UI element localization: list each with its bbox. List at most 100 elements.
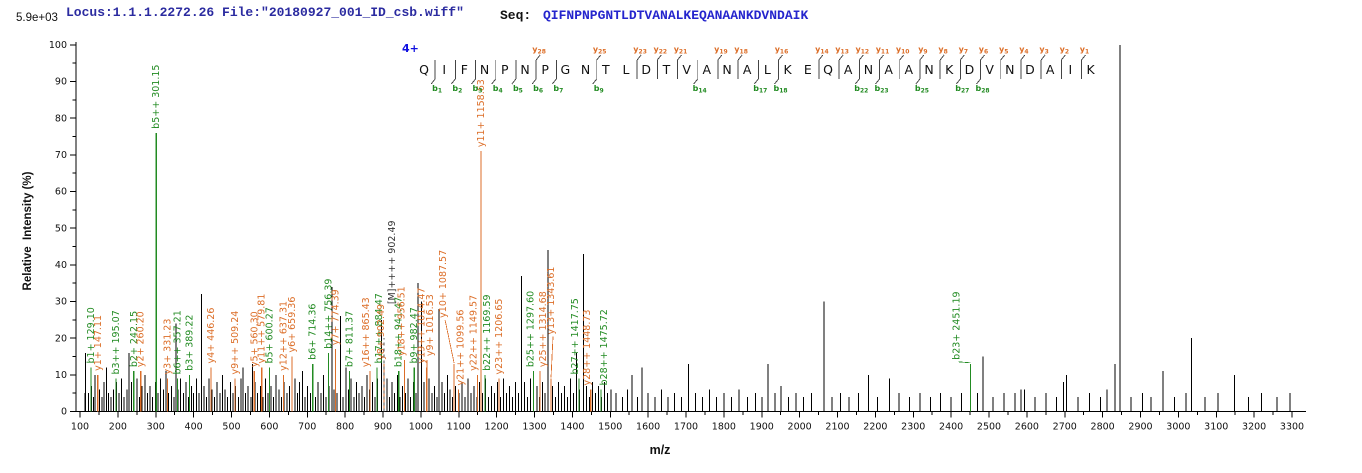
peak-label-y8+: y8+ 902.49 — [376, 304, 387, 360]
b-ion-mark-b14: b14 — [693, 84, 707, 95]
b-ion-mark-b23: b23 — [874, 84, 888, 95]
x-tick-label: 1500 — [598, 422, 622, 433]
y-ion-mark-y16: y16 — [775, 45, 789, 56]
residue-14: V — [682, 62, 691, 77]
peak-label-b1+: b1+ 129.10 — [86, 307, 97, 363]
peak-label-y13+: y13+ 1343.61 — [546, 267, 557, 335]
residue-32: A — [1046, 62, 1055, 77]
residue-25: A — [905, 62, 914, 77]
x-tick-label: 2300 — [901, 422, 925, 433]
x-tick-label: 900 — [374, 422, 392, 433]
residue-18: L — [764, 62, 771, 77]
y-tick-label: 80 — [55, 113, 67, 124]
peak-label-y6+: y6+ 659.36 — [287, 297, 298, 353]
y-ion-mark-y6: y6 — [979, 45, 988, 56]
y-ion-mark-y7: y7 — [959, 45, 968, 56]
b-ion-mark-b7: b7 — [553, 84, 563, 95]
residue-3: F — [461, 62, 468, 77]
peak-label-y21++: y21++ 1099.56 — [456, 310, 467, 386]
peak-label-y11+: y11+ 1158.63 — [476, 79, 487, 147]
x-tick-label: 1800 — [712, 422, 736, 433]
y-ion-mark-y21: y21 — [674, 45, 688, 56]
y-ion-mark-y13: y13 — [835, 45, 849, 56]
x-tick-label: 1900 — [750, 422, 774, 433]
peak-label-b25++: b25++ 1297.60 — [526, 291, 537, 367]
x-tick-label: 3200 — [1242, 422, 1266, 433]
x-tick-label: 2800 — [1091, 422, 1115, 433]
peak-label-b28++: b28++ 1475.72 — [599, 309, 610, 385]
peak-label-y25++: y25++ 1314.68 — [538, 291, 549, 367]
peak-label-b2+: b2+ 242.15 — [129, 311, 140, 367]
peak-label-b7+: b7+ 811.37 — [344, 311, 355, 367]
x-tick-label: 2900 — [1128, 422, 1152, 433]
residue-20: E — [804, 62, 812, 77]
y-ion-mark-y23: y23 — [633, 45, 647, 56]
x-tick-label: 100 — [71, 422, 89, 433]
x-tick-label: 1300 — [522, 422, 546, 433]
residue-5: P — [501, 62, 509, 77]
peak-label-y1+: y1+ 147.11 — [93, 315, 104, 371]
x-tick-label: 1100 — [447, 422, 471, 433]
residue-22: A — [844, 62, 853, 77]
y-ion-mark-y11: y11 — [876, 45, 890, 56]
peak-label-b6++: b6++ 357.21 — [172, 310, 183, 374]
peak-label-b27++: b27++ 1417.75 — [570, 298, 581, 374]
y-tick-label: 20 — [55, 333, 67, 344]
precursor-charge: 4+ — [402, 42, 419, 55]
b-ion-mark-b6: b6 — [533, 84, 543, 95]
b-ion-mark-b28: b28 — [975, 84, 989, 95]
y-tick-label: 0 — [61, 407, 67, 418]
peak-label-b5++: b5++ 301.15 — [151, 65, 162, 129]
y-tick-label: 10 — [55, 370, 67, 381]
peak-label-y12++: y12++ 637.31 — [279, 301, 290, 371]
x-tick-label: 600 — [260, 422, 278, 433]
residue-6: N — [520, 62, 529, 77]
peak-label-y9+: y9+ 1016.53 — [425, 294, 436, 356]
residue-21: Q — [823, 62, 833, 77]
y-ion-mark-y4: y4 — [1019, 45, 1028, 56]
residue-1: Q — [419, 62, 429, 77]
y-tick-label: 30 — [55, 297, 67, 308]
x-tick-label: 500 — [222, 422, 240, 433]
b-ion-mark-b4: b4 — [493, 84, 503, 95]
peak-label-[M]++++: [M]++++ 902.49 — [387, 220, 398, 304]
y-tick-label: 60 — [55, 187, 67, 198]
peak-label-b3++: b3++ 195.07 — [111, 310, 122, 374]
y-ion-mark-y8: y8 — [938, 45, 947, 56]
y-ion-mark-y22: y22 — [654, 45, 668, 56]
residue-15: A — [703, 62, 712, 77]
sequence-value: QIFNPNPGNTLDTVANALKEQANAANKDVNDAIK — [543, 8, 809, 23]
y-ion-mark-y9: y9 — [918, 45, 927, 56]
x-axis-title: m/z — [649, 443, 671, 457]
residue-10: T — [601, 62, 610, 77]
x-tick-label: 800 — [336, 422, 354, 433]
x-tick-label: 2400 — [939, 422, 963, 433]
peak-label-y11++: y11++ 579.81 — [257, 294, 268, 364]
residue-17: A — [743, 62, 752, 77]
residue-30: N — [1005, 62, 1014, 77]
b-ion-mark-b2: b2 — [452, 84, 462, 95]
y-ion-mark-y10: y10 — [896, 45, 910, 56]
x-tick-label: 1400 — [560, 422, 584, 433]
locus-file-title: Locus:1.1.1.2272.26 File:"20180927_001_I… — [66, 5, 464, 20]
residue-2: I — [442, 62, 446, 77]
x-tick-label: 400 — [185, 422, 203, 433]
peak-label-y9++: y9++ 509.24 — [230, 311, 241, 375]
residue-34: K — [1086, 62, 1095, 77]
x-tick-label: 2200 — [863, 422, 887, 433]
y-tick-label: 100 — [49, 40, 67, 51]
residue-13: T — [662, 62, 671, 77]
peak-label-b3+: b3+ 389.22 — [185, 315, 196, 371]
peak-label-y23++: y23++ 1206.65 — [494, 299, 505, 375]
peak-label-b23+: b23+ 2451.19 — [952, 291, 963, 359]
peak-label-b22++: b22++ 1169.59 — [482, 294, 493, 370]
residue-19: K — [783, 62, 792, 77]
b-ion-mark-b25: b25 — [915, 84, 929, 95]
residue-9: N — [581, 62, 590, 77]
b-ion-mark-b9: b9 — [594, 84, 604, 95]
base-peak-intensity: 5.9e+03 — [16, 12, 58, 24]
peak-label-b14++: b14++ 756.39 — [324, 279, 335, 349]
b-ion-mark-b22: b22 — [854, 84, 868, 95]
